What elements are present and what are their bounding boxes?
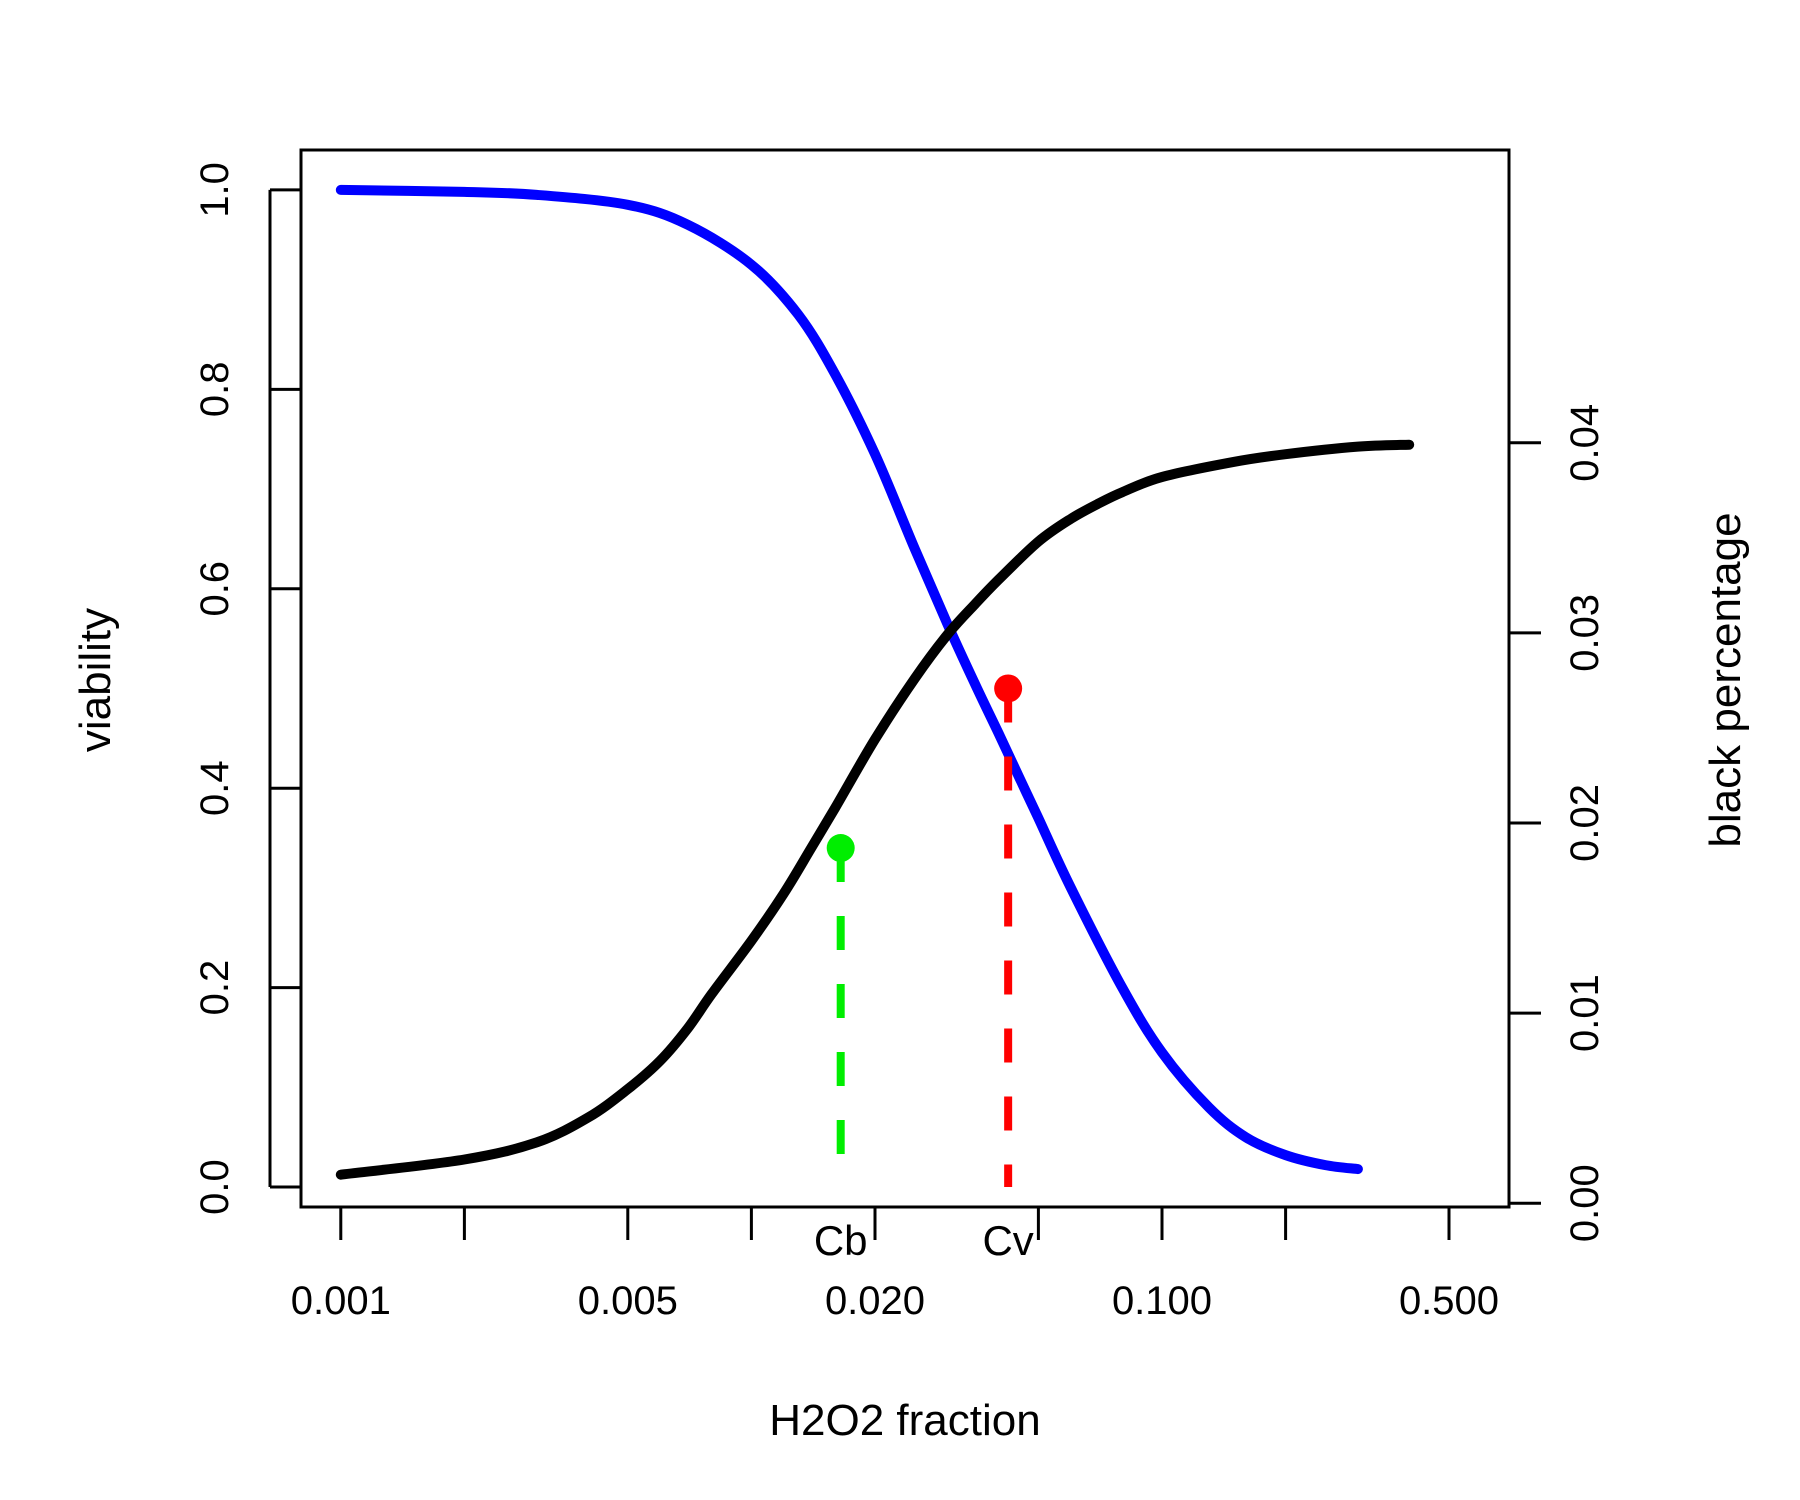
series-line-2: [335, 439, 1415, 1180]
x-tick-label: 0.001: [291, 1279, 391, 1323]
y2-axis: 0.00 0.01 0.02 0.03 0.04: [1507, 404, 1607, 1242]
y-axis-label: viability: [71, 608, 120, 752]
y-tick-label: 0.6: [193, 561, 237, 617]
y-tick-label: 0.2: [193, 960, 237, 1016]
y2-tick-label: 0.03: [1563, 594, 1607, 672]
x-axis: 0.001 0.005 0.020 0.100 0.500: [291, 1205, 1499, 1323]
y-tick-label: 0.8: [193, 362, 237, 418]
y2-tick-label: 0.02: [1563, 784, 1607, 862]
y2-tick-label: 0.01: [1563, 974, 1607, 1052]
y2-axis-label: black percentage: [1701, 512, 1750, 847]
series-line-1: [335, 184, 1363, 1175]
marker-label-cv: Cv: [982, 1217, 1033, 1264]
y-axis: 0.0 0.2 0.4 0.6 0.8 1.0: [193, 162, 301, 1215]
x-tick-label: 0.500: [1399, 1279, 1499, 1323]
y2-tick-label: 0.04: [1563, 404, 1607, 482]
x-tick-label: 0.020: [825, 1279, 925, 1323]
y-tick-label: 0.4: [193, 760, 237, 816]
marker-point-cb: [826, 834, 855, 863]
x-axis-label: H2O2 fraction: [769, 1396, 1040, 1445]
marker-layer: Cb Cv: [814, 674, 1034, 1264]
series-layer: [335, 184, 1415, 1180]
marker-label-cb: Cb: [814, 1217, 868, 1264]
x-tick-label: 0.005: [578, 1279, 678, 1323]
y-tick-label: 1.0: [193, 162, 237, 218]
y2-tick-label: 0.00: [1563, 1164, 1607, 1242]
plot-frame: [299, 148, 1511, 1209]
marker-point-cv: [994, 674, 1023, 703]
x-tick-label: 0.100: [1112, 1279, 1212, 1323]
y-tick-label: 0.0: [193, 1159, 237, 1215]
